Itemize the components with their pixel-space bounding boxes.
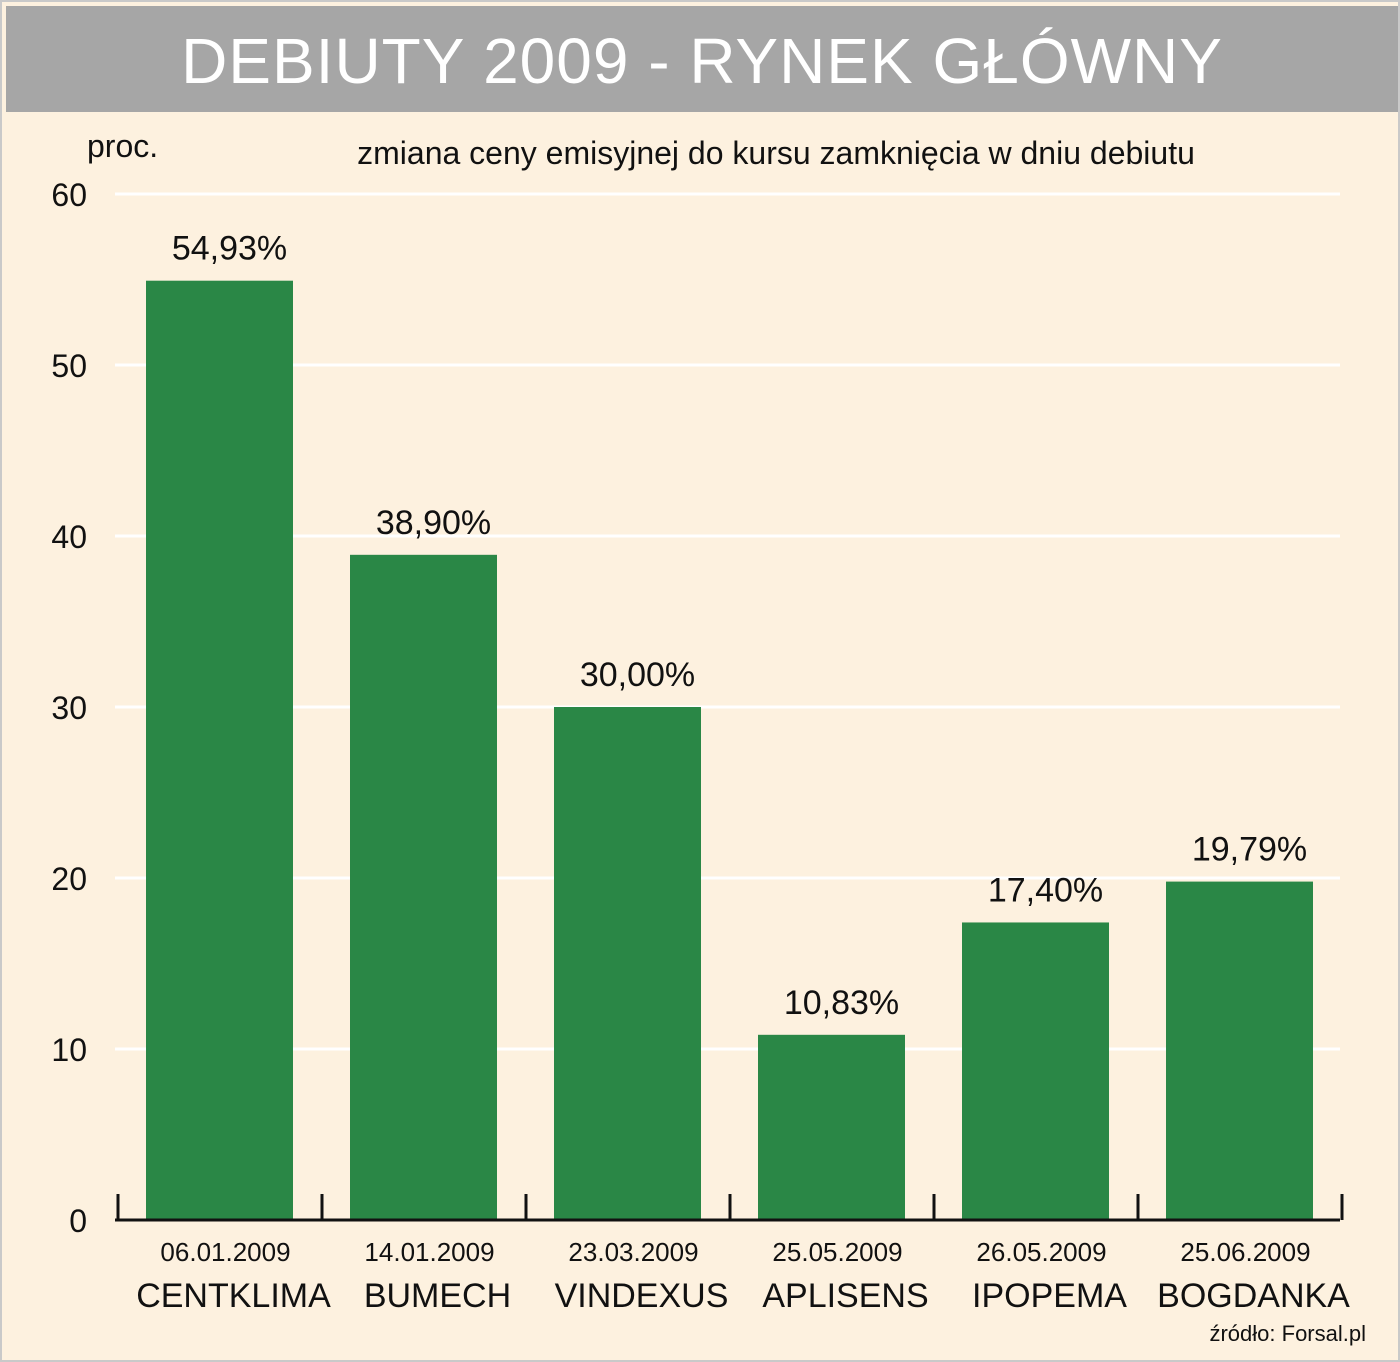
category-label-ipopema: IPOPEMA (972, 1277, 1127, 1315)
category-label-bogdanka: BOGDANKA (1157, 1277, 1350, 1315)
value-label-vindexus: 30,00% (580, 656, 695, 694)
y-tick-label-50: 50 (51, 348, 87, 384)
bar-ipopema (962, 922, 1109, 1220)
category-label-aplisens: APLISENS (762, 1277, 928, 1315)
grid-lines (115, 192, 1340, 1051)
bar-bogdanka (1166, 881, 1313, 1220)
y-tick-label-20: 20 (51, 861, 87, 897)
bars (146, 280, 1313, 1220)
y-tick-label-40: 40 (51, 519, 87, 555)
value-label-centklima: 54,93% (172, 230, 287, 268)
y-axis-label: proc. (87, 128, 158, 164)
bar-centklima (146, 280, 293, 1220)
bar-aplisens (758, 1034, 905, 1220)
labels: 54,93% 06.01.2009 CENTKLIMA 38,90% 14.01.200… (136, 230, 1350, 1315)
value-label-bumech: 38,90% (376, 504, 491, 542)
x-axis (115, 1194, 1344, 1222)
category-label-bumech: BUMECH (364, 1277, 511, 1315)
y-tick-label-10: 10 (51, 1032, 87, 1068)
y-axis-ticks: 0 10 20 30 40 50 60 (51, 177, 87, 1239)
bar-bumech (350, 554, 497, 1220)
value-label-aplisens: 10,83% (784, 984, 899, 1022)
chart-subtitle: zmiana ceny emisyjnej do kursu zamknięci… (357, 135, 1195, 171)
value-label-ipopema: 17,40% (988, 871, 1103, 909)
date-label-ipopema: 26.05.2009 (976, 1237, 1106, 1267)
date-label-aplisens: 25.05.2009 (772, 1237, 902, 1267)
chart-title: DEBIUTY 2009 - RYNEK GŁÓWNY (181, 25, 1223, 97)
date-label-bumech: 14.01.2009 (364, 1237, 494, 1267)
y-tick-label-30: 30 (51, 690, 87, 726)
title-banner: DEBIUTY 2009 - RYNEK GŁÓWNY (6, 6, 1398, 112)
date-label-bogdanka: 25.06.2009 (1180, 1237, 1310, 1267)
category-label-vindexus: VINDEXUS (555, 1277, 729, 1315)
date-label-vindexus: 23.03.2009 (568, 1237, 698, 1267)
category-label-centklima: CENTKLIMA (136, 1277, 331, 1315)
source-note: źródło: Forsal.pl (1209, 1321, 1366, 1346)
value-label-bogdanka: 19,79% (1192, 831, 1307, 869)
bar-vindexus (554, 707, 701, 1220)
y-tick-label-60: 60 (51, 177, 87, 213)
y-tick-label-0: 0 (69, 1203, 87, 1239)
date-label-centklima: 06.01.2009 (160, 1237, 290, 1267)
